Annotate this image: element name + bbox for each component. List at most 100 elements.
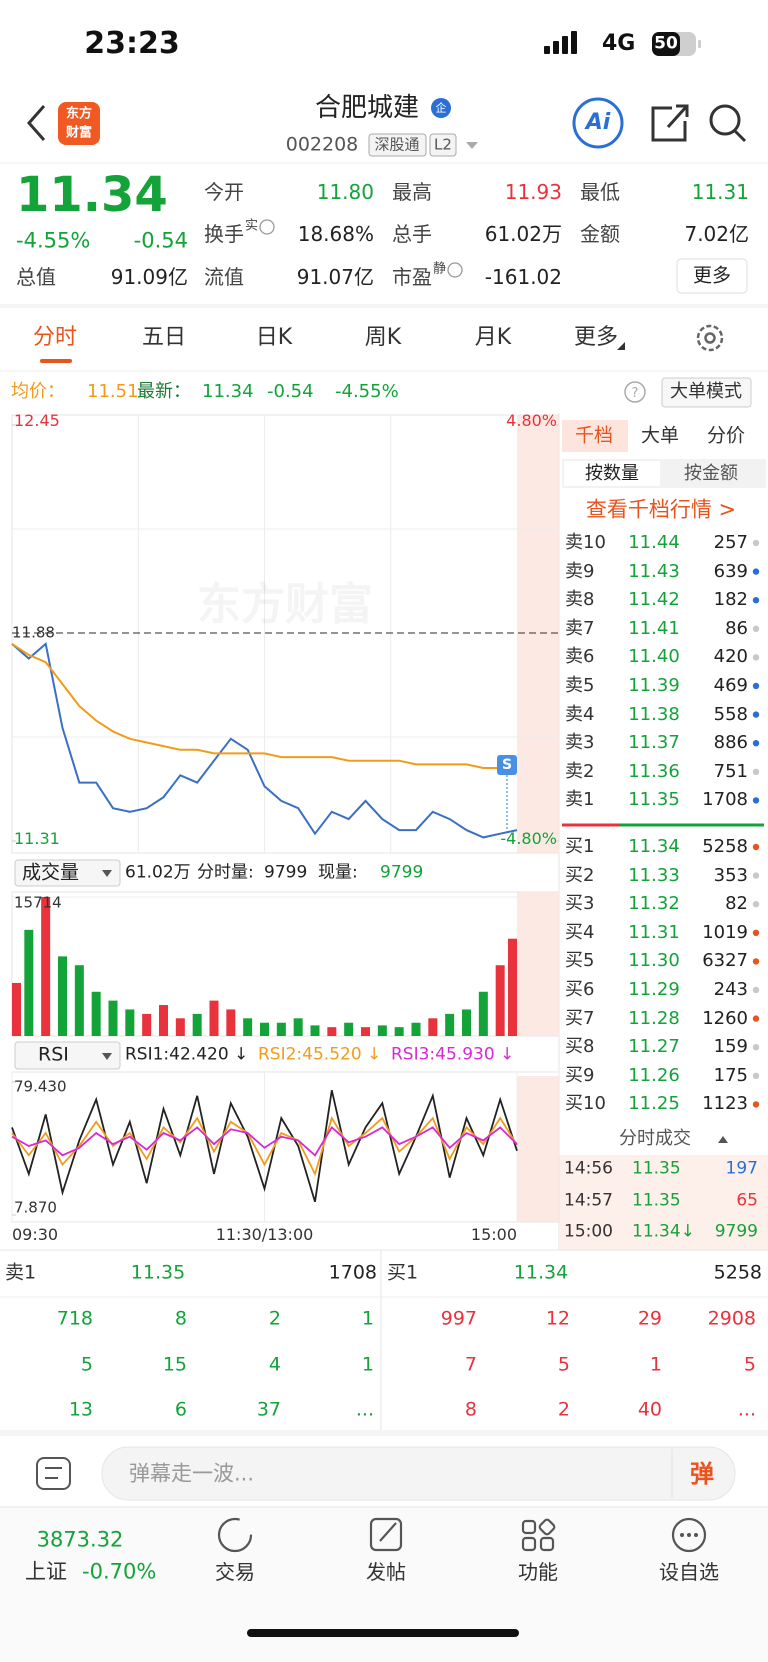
trade-price: 11.34↓ (632, 1221, 695, 1242)
book-cell: 997 (440, 1307, 477, 1330)
depth-price: 11.40 (628, 646, 680, 668)
chart-frame (11, 1071, 560, 1223)
depth-mode[interactable]: 按金额 (684, 463, 738, 484)
depth-level: 买2 (565, 864, 595, 886)
tab[interactable]: 日K (255, 325, 293, 350)
logo-text: 财富 (65, 125, 93, 141)
rsi-line (11, 1115, 518, 1177)
index-change: -0.70% (82, 1559, 157, 1584)
more-button[interactable] (676, 258, 748, 294)
nav-item[interactable]: 交易 (215, 1560, 255, 1584)
tag-box (429, 133, 457, 157)
nav-item[interactable]: 设自选 (659, 1560, 719, 1584)
stat-label: 今开 (204, 180, 244, 204)
depth-volume: 6327 (702, 950, 748, 972)
trades-caret[interactable] (718, 1136, 728, 1143)
depth-price: 11.31 (628, 921, 680, 943)
change-pct: -4.55% (16, 228, 91, 253)
nav-icon[interactable] (521, 1519, 537, 1535)
depth-dot (752, 539, 760, 547)
nav-icon-dots (680, 1533, 698, 1537)
danmaku-button[interactable]: 弹 (690, 1460, 714, 1488)
comment-input[interactable] (101, 1446, 736, 1501)
nav-item[interactable]: 发帖 (366, 1560, 406, 1584)
mode-button-label[interactable]: 大单模式 (670, 381, 742, 402)
tab[interactable]: 周K (364, 325, 402, 350)
depth-level: 卖7 (565, 617, 595, 639)
nav-icon[interactable] (217, 1517, 253, 1553)
depth-volume: 353 (713, 864, 748, 886)
depth-price: 11.29 (628, 979, 680, 1000)
trade-time: 14:56 (564, 1158, 613, 1179)
volume-bar (508, 938, 517, 1036)
book-cell: 15 (162, 1353, 187, 1375)
depth-volume: 886 (713, 732, 748, 754)
battery-level: 50 (654, 33, 678, 54)
back-button[interactable] (26, 105, 46, 141)
annotation-text: S (501, 757, 513, 773)
book-cell: 5 (743, 1353, 756, 1375)
depth-mode[interactable]: 按数量 (585, 463, 639, 484)
index-value[interactable]: 3873.32 (36, 1527, 124, 1552)
indicator-select (14, 859, 121, 887)
depth-tab-active[interactable] (562, 420, 628, 452)
indicator-caret (102, 1053, 112, 1060)
volume-info: 现量: (318, 862, 358, 883)
tab[interactable]: 月K (474, 325, 512, 350)
depth-mode-active[interactable] (564, 461, 660, 486)
book-level: 买1 (387, 1261, 419, 1284)
volume-title[interactable]: 成交量 (22, 861, 80, 884)
more-button-label[interactable]: 更多 (692, 264, 732, 287)
book-cell: 1 (361, 1307, 374, 1330)
annotation-marker (497, 755, 517, 775)
search-button[interactable] (709, 104, 747, 143)
stat-value: 91.09亿 (110, 265, 188, 289)
depth-link[interactable]: 查看千档行情 > (585, 497, 737, 522)
depth-price: 11.28 (628, 1007, 680, 1029)
depth-price: 11.37 (628, 732, 680, 754)
dropdown-caret[interactable] (466, 142, 478, 149)
mode-button[interactable] (661, 377, 752, 408)
depth-volume: 558 (713, 703, 748, 725)
stat-sup: 实 (245, 218, 259, 234)
depth-tab[interactable]: 大单 (640, 424, 680, 447)
comment-placeholder[interactable]: 弹幕走一波... (129, 1461, 255, 1486)
book-cell: 5 (557, 1353, 570, 1375)
book-cell: 7 (464, 1353, 477, 1375)
volume-bar (142, 1013, 152, 1036)
share-button[interactable] (651, 104, 689, 142)
depth-dot (752, 843, 760, 851)
trades-title: 分时成交 (619, 1128, 691, 1149)
book-cell: ... (737, 1398, 756, 1421)
volume-bar (276, 1022, 286, 1036)
depth-dot (752, 568, 760, 575)
latest-label: 最新： (137, 381, 191, 402)
y-tick-label: 79.430 (14, 1077, 67, 1096)
tab[interactable]: 更多 (573, 325, 619, 350)
tab[interactable]: 分时 (32, 325, 78, 350)
settings-button[interactable] (696, 324, 724, 352)
nav-icon[interactable] (671, 1517, 707, 1553)
volume-info: 9799 (264, 862, 308, 883)
ai-text[interactable]: Ai (585, 110, 611, 135)
volume-bar (260, 1022, 269, 1036)
x-tick-label: 09:30 (12, 1225, 59, 1244)
depth-level: 卖2 (565, 760, 595, 782)
ai-button[interactable] (572, 97, 624, 149)
rsi-title[interactable]: RSI (38, 1043, 69, 1066)
nav-icon[interactable] (369, 1517, 403, 1552)
book-cell: 2 (557, 1398, 570, 1421)
depth-level: 卖10 (565, 532, 606, 553)
nav-item[interactable]: 功能 (518, 1560, 558, 1584)
danmaku-toggle[interactable] (36, 1457, 71, 1490)
depth-volume: 175 (713, 1064, 748, 1086)
depth-level: 卖1 (565, 789, 595, 811)
volume-bar (91, 991, 101, 1036)
book-cell: 37 (256, 1398, 281, 1421)
depth-tab[interactable]: 千档 (574, 424, 614, 447)
depth-tab[interactable]: 分价 (706, 424, 746, 447)
tab[interactable]: 五日 (141, 325, 187, 350)
depth-dot (752, 654, 760, 661)
help-icon[interactable] (624, 381, 646, 403)
stat-label: 流值 (204, 265, 244, 289)
